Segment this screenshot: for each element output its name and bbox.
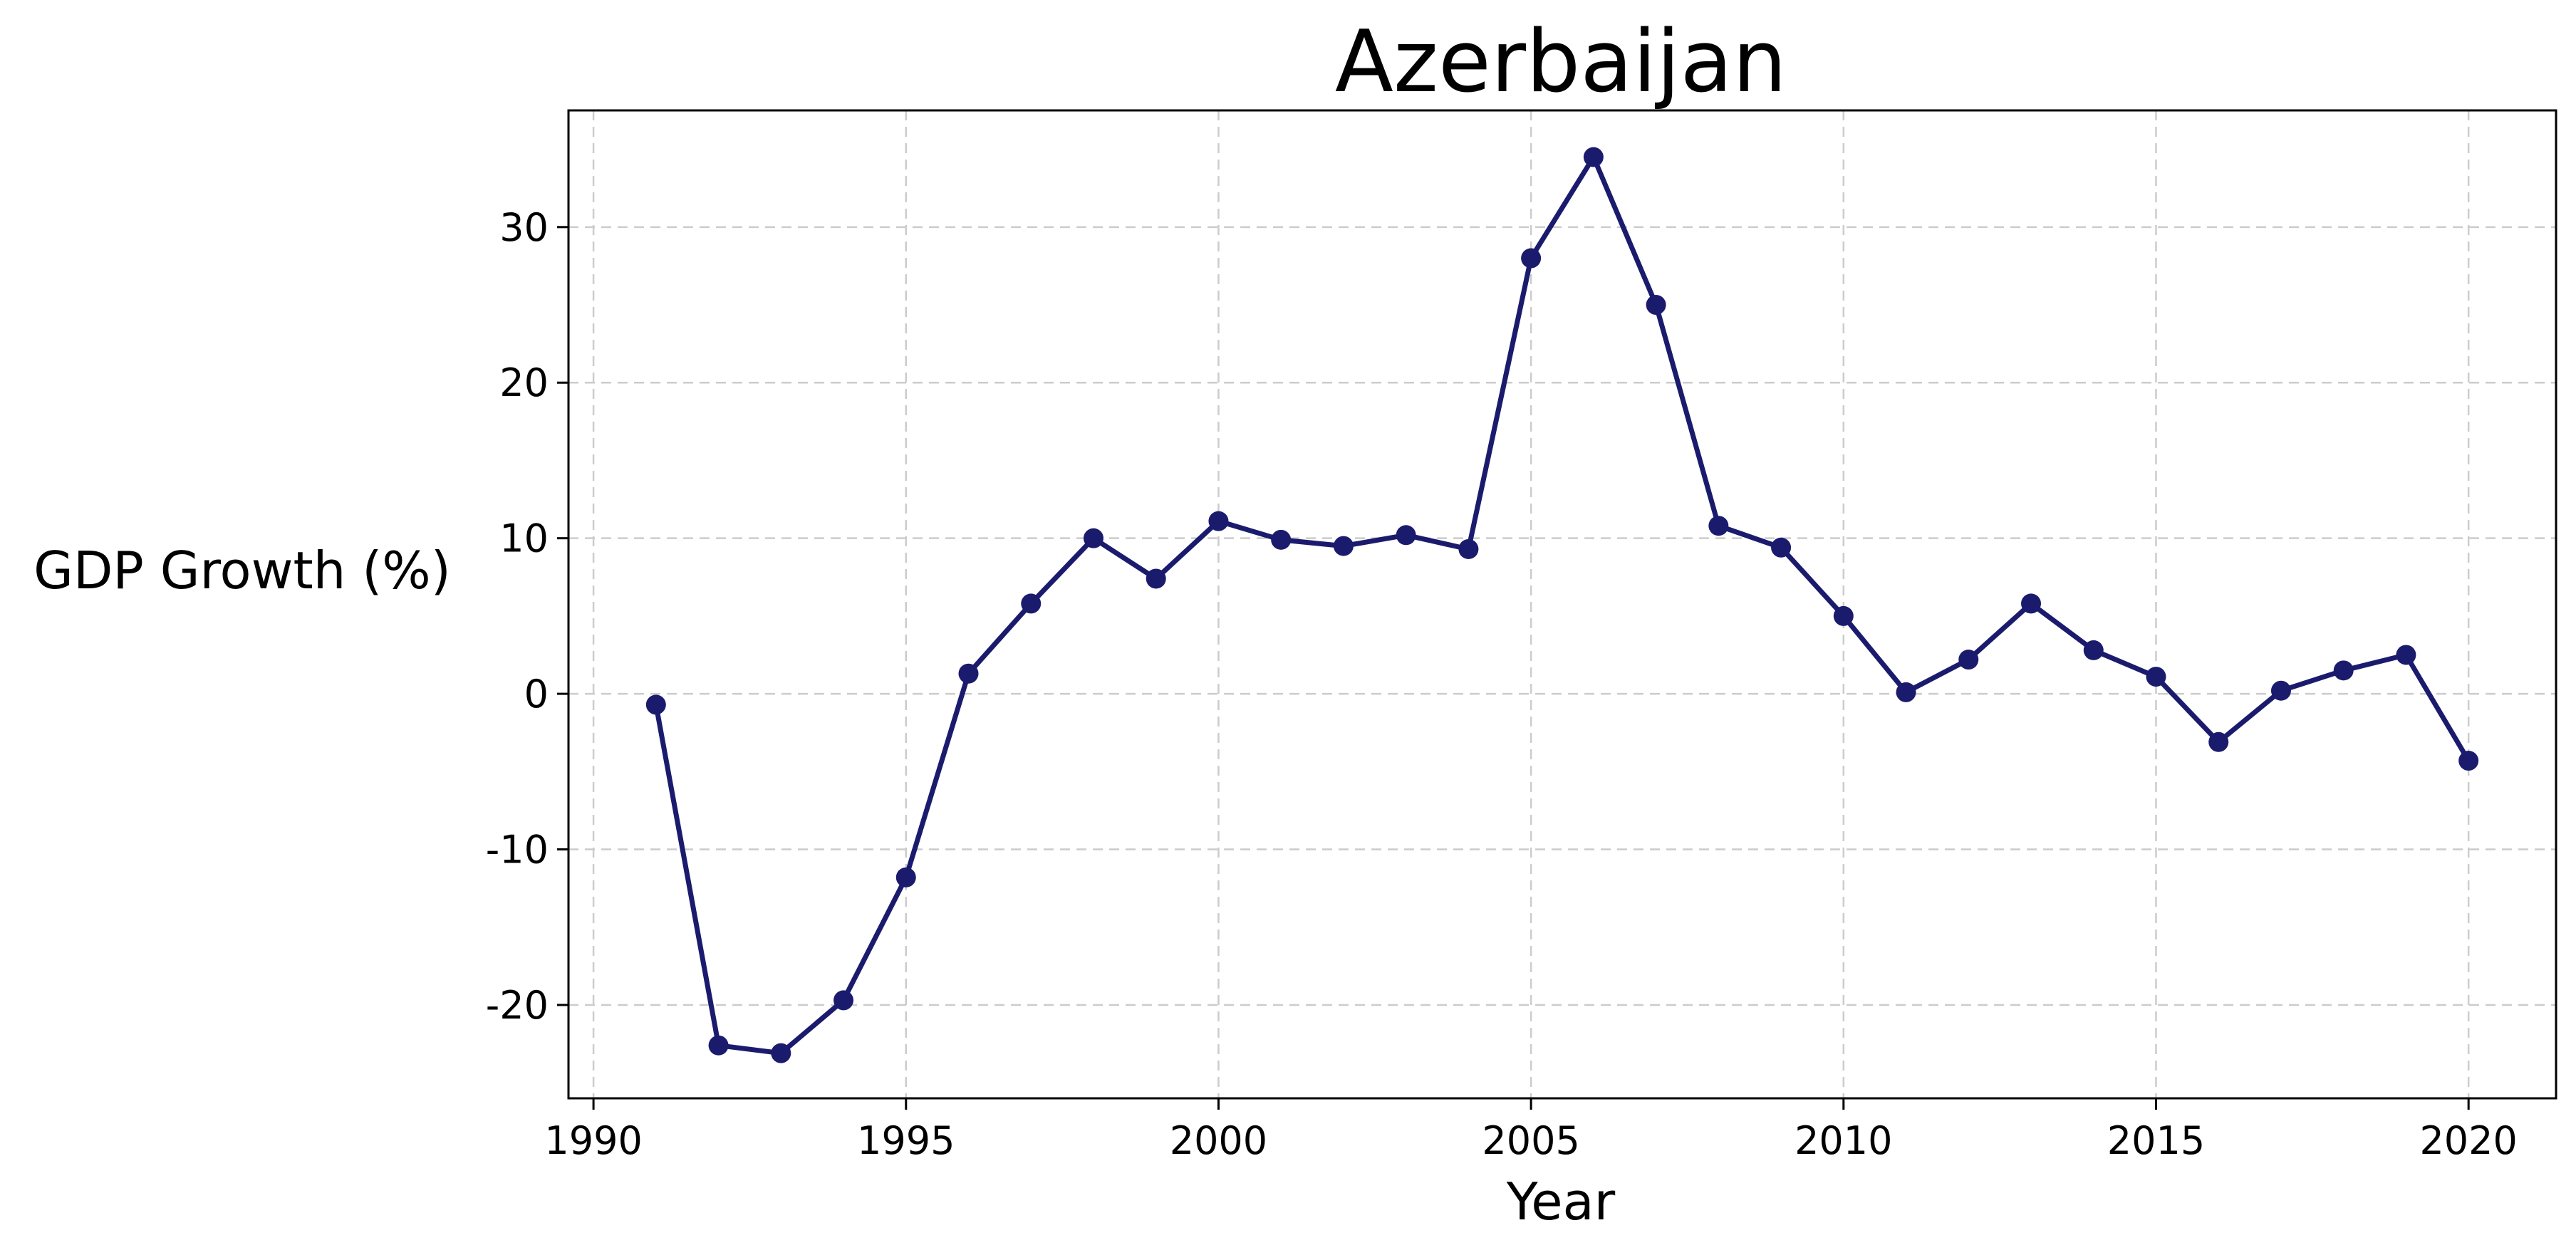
data-point-2005 xyxy=(1521,248,1542,269)
x-tick-label: 2020 xyxy=(2419,1118,2517,1163)
axis-ticks: 1990 1995 2000 2005 2010 2015 2020 -20 -10 0 10 20 3… xyxy=(486,205,2518,1163)
data-point-2016 xyxy=(2208,731,2229,752)
data-point-2017 xyxy=(2270,680,2291,701)
plot-frame xyxy=(567,109,2557,1100)
data-point-1992 xyxy=(708,1035,729,1056)
data-point-2012 xyxy=(1958,650,1979,670)
data-point-2003 xyxy=(1396,525,1416,546)
data-point-2019 xyxy=(2396,645,2416,665)
x-tick-label: 1995 xyxy=(857,1118,955,1163)
data-point-1995 xyxy=(895,867,916,887)
data-point-1996 xyxy=(958,663,979,684)
data-point-2015 xyxy=(2146,667,2166,687)
data-point-1999 xyxy=(1146,568,1166,589)
y-tick-label: -20 xyxy=(486,983,549,1028)
x-tick-label: 1990 xyxy=(544,1118,642,1163)
y-tick-label: 20 xyxy=(499,360,549,405)
data-point-1997 xyxy=(1021,593,1042,614)
data-point-2004 xyxy=(1458,538,1479,559)
data-point-2006 xyxy=(1583,147,1604,167)
data-point-2013 xyxy=(2021,593,2042,614)
y-tick-label: 10 xyxy=(499,516,549,561)
data-point-1991 xyxy=(645,694,666,715)
data-point-2007 xyxy=(1646,295,1666,316)
x-tick-label: 2010 xyxy=(1795,1118,1892,1163)
data-point-2018 xyxy=(2333,660,2354,681)
data-point-1998 xyxy=(1083,528,1103,548)
data-point-2020 xyxy=(2458,751,2479,771)
data-point-2009 xyxy=(1771,537,1792,558)
x-axis-label: Year xyxy=(1506,1172,1616,1231)
data-point-2010 xyxy=(1833,605,1854,626)
data-point-1994 xyxy=(833,990,854,1011)
data-point-2001 xyxy=(1271,529,1292,550)
gdp-growth-series-line xyxy=(653,155,2471,1056)
x-tick-label: 2005 xyxy=(1482,1118,1579,1163)
data-point-2002 xyxy=(1333,536,1354,556)
x-tick-label: 2015 xyxy=(2107,1118,2205,1163)
data-points xyxy=(645,147,2479,1063)
y-tick-label: 30 xyxy=(499,205,549,250)
data-point-2000 xyxy=(1208,511,1229,531)
data-point-2011 xyxy=(1896,682,1916,702)
y-tick-label: -10 xyxy=(486,828,549,873)
data-point-1993 xyxy=(771,1043,791,1063)
chart-title: Azerbaijan xyxy=(1335,13,1787,112)
data-point-2014 xyxy=(2083,640,2104,660)
data-point-2008 xyxy=(1708,516,1729,536)
x-tick-label: 2000 xyxy=(1170,1118,1267,1163)
y-tick-label: 0 xyxy=(524,672,549,717)
grid-lines xyxy=(568,110,2556,1098)
y-axis-label: GDP Growth (%) xyxy=(33,541,451,600)
